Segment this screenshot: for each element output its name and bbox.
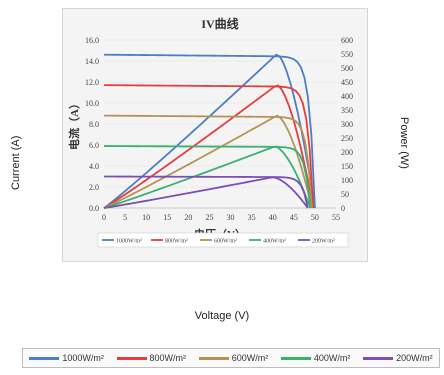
legend-item: 600W/m² <box>198 353 269 363</box>
legend-swatch <box>116 356 147 360</box>
legend-label: 600W/m² <box>231 353 269 363</box>
y2-tick-label: 100 <box>341 176 353 185</box>
x-tick-label: 35 <box>248 213 256 222</box>
iv-curve-2 <box>103 114 313 209</box>
y2-tick-label: 0 <box>341 204 345 213</box>
pv-curve-2 <box>103 114 313 209</box>
pv-curve-3 <box>103 145 312 209</box>
inner-legend-label: 400W/m² <box>263 239 286 245</box>
pv-curve-1 <box>103 84 315 209</box>
legend-label: 800W/m² <box>149 353 187 363</box>
y2-tick-label: 300 <box>341 120 353 129</box>
inner-legend-box <box>97 232 349 248</box>
pv-curve-4 <box>103 176 309 209</box>
x-tick-label: 30 <box>227 213 235 222</box>
y2-tick-label: 400 <box>341 92 353 101</box>
x-tick-label: 10 <box>142 213 150 222</box>
inner-legend-label: 200W/m² <box>312 239 335 245</box>
x-tick-label: 40 <box>269 213 277 222</box>
legend-item: 400W/m² <box>280 353 351 363</box>
y-tick-label: 4.0 <box>89 162 99 171</box>
outer-y-axis-label-right: Power (W) <box>398 117 410 169</box>
inner-legend-label: 1000W/m² <box>116 239 142 245</box>
y2-tick-label: 350 <box>341 106 353 115</box>
y2-tick-label: 200 <box>341 148 353 157</box>
y-tick-label: 0.0 <box>89 204 99 213</box>
legend-item: 1000W/m² <box>29 353 104 363</box>
legend-item: 800W/m² <box>116 353 187 363</box>
legend-item: 200W/m² <box>363 353 433 363</box>
legend-label: 1000W/m² <box>62 353 104 363</box>
y2-tick-label: 150 <box>341 162 353 171</box>
bottom-legend: 1000W/m² 800W/m² 600W/m² 400W/m² 200W/m² <box>22 348 440 368</box>
legend-swatch <box>363 356 394 360</box>
legend-swatch <box>198 356 229 360</box>
outer-x-axis-label: Voltage (V) <box>194 310 250 322</box>
legend-label: 400W/m² <box>313 353 351 363</box>
y-tick-label: 14.0 <box>85 57 99 66</box>
x-tick-label: 55 <box>332 213 340 222</box>
inner-legend-label: 800W/m² <box>165 239 188 245</box>
x-tick-label: 15 <box>163 213 171 222</box>
y-tick-label: 6.0 <box>89 141 99 150</box>
y-axis-label: 电流（A） <box>67 98 81 150</box>
outer-y-axis-label-left: Current (A) <box>10 135 22 190</box>
legend-label: 200W/m² <box>396 353 433 363</box>
y2-tick-label: 250 <box>341 134 353 143</box>
iv-curve-0 <box>103 53 316 209</box>
x-tick-label: 5 <box>123 213 127 222</box>
inner-legend-label: 600W/m² <box>214 239 237 245</box>
y2-tick-label: 550 <box>341 50 353 59</box>
legend-swatch <box>280 356 311 360</box>
y-tick-label: 12.0 <box>85 78 99 87</box>
x-tick-label: 0 <box>102 213 106 222</box>
y-tick-label: 16.0 <box>85 36 99 45</box>
legend-swatch <box>29 356 60 360</box>
chart-background <box>62 8 368 262</box>
pv-curve-0 <box>103 53 316 209</box>
x-tick-label: 20 <box>184 213 192 222</box>
y2-tick-label: 500 <box>341 64 353 73</box>
x-tick-label: 25 <box>205 213 213 222</box>
chart-title: IV曲线 <box>201 16 238 31</box>
x-tick-label: 45 <box>290 213 298 222</box>
y-tick-label: 8.0 <box>89 120 99 129</box>
iv-chart: IV曲线0.02.04.06.08.010.012.014.016.005010… <box>67 16 353 248</box>
y2-tick-label: 50 <box>341 190 349 199</box>
y2-tick-label: 600 <box>341 36 353 45</box>
y2-tick-label: 450 <box>341 78 353 87</box>
y-tick-label: 10.0 <box>85 99 99 108</box>
x-tick-label: 50 <box>311 213 319 222</box>
y-tick-label: 2.0 <box>89 183 99 192</box>
